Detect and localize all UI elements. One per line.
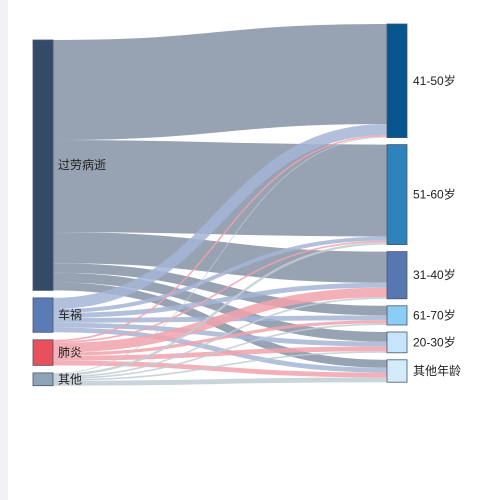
link-肺炎-51-60岁[interactable] [52, 240, 388, 343]
target-node-label: 51-60岁 [413, 187, 456, 202]
target-node-51-60岁[interactable] [386, 144, 408, 246]
link-其他-61-70岁[interactable] [52, 323, 388, 380]
sankey-links [52, 24, 388, 386]
source-node-label: 车祸 [58, 307, 82, 322]
link-车祸-41-50岁[interactable] [52, 124, 388, 310]
target-node-label: 其他年龄 [413, 364, 461, 378]
target-node-31-40岁[interactable] [386, 251, 408, 300]
link-肺炎-其他年龄[interactable] [52, 360, 388, 378]
source-node-车祸[interactable] [32, 297, 54, 333]
link-车祸-51-60岁[interactable] [52, 236, 388, 314]
source-node-label: 过劳病逝 [58, 157, 106, 172]
target-node-label: 20-30岁 [413, 334, 456, 349]
source-node-肺炎[interactable] [32, 339, 54, 366]
link-肺炎-41-50岁[interactable] [52, 135, 388, 342]
link-车祸-其他年龄[interactable] [52, 327, 388, 373]
link-其他-41-50岁[interactable] [52, 136, 388, 374]
link-过劳病逝-20-30岁[interactable] [52, 272, 388, 342]
target-node-label: 61-70岁 [413, 307, 456, 322]
sankey-nodes [32, 23, 408, 387]
source-node-label: 其他 [58, 372, 82, 386]
link-过劳病逝-31-40岁[interactable] [52, 232, 388, 283]
link-其他-其他年龄[interactable] [52, 377, 388, 386]
link-过劳病逝-61-70岁[interactable] [52, 263, 388, 316]
source-node-其他[interactable] [32, 372, 54, 387]
link-过劳病逝-41-50岁[interactable] [52, 24, 388, 140]
link-其他-20-30岁[interactable] [52, 351, 388, 381]
link-肺炎-31-40岁[interactable] [52, 287, 388, 353]
target-node-其他年龄[interactable] [386, 359, 408, 383]
source-node-过劳病逝[interactable] [32, 39, 54, 291]
target-node-label: 31-40岁 [413, 267, 456, 282]
target-node-20-30岁[interactable] [386, 331, 408, 354]
link-车祸-20-30岁[interactable] [52, 322, 388, 347]
link-车祸-31-40岁[interactable] [52, 282, 388, 318]
link-其他-51-60岁[interactable] [52, 242, 388, 377]
link-其他-31-40岁[interactable] [52, 297, 388, 378]
target-node-label: 41-50岁 [413, 73, 456, 88]
link-过劳病逝-51-60岁[interactable] [52, 140, 388, 237]
target-node-41-50岁[interactable] [386, 23, 408, 138]
source-node-label: 肺炎 [58, 346, 82, 360]
target-node-61-70岁[interactable] [386, 305, 408, 326]
left-edge-strip [0, 0, 8, 500]
link-肺炎-20-30岁[interactable] [52, 346, 388, 361]
